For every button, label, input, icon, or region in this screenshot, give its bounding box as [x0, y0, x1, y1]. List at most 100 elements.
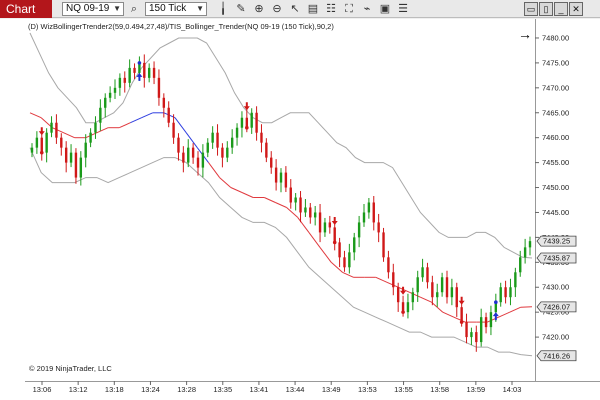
candle-body — [196, 157, 200, 168]
zoom-in-icon[interactable]: ⊕ — [254, 3, 264, 15]
candle-body — [299, 197, 302, 213]
candle-body — [377, 222, 380, 233]
candle-body — [157, 77, 161, 98]
restore-icon[interactable]: ▯ — [539, 2, 553, 16]
search-icon[interactable]: ⌕ — [130, 3, 138, 15]
y-tick-label: 7460.00 — [542, 133, 569, 142]
candle-body — [74, 152, 78, 178]
candle-body — [431, 282, 434, 298]
trend-line-segment — [63, 132, 75, 139]
indicator-icon[interactable]: ▣ — [379, 3, 391, 15]
chevron-down-icon: ▼ — [196, 4, 204, 13]
candle-body — [35, 137, 39, 148]
candle-body — [465, 322, 468, 338]
candle-body — [382, 232, 385, 258]
trend-line-segment — [409, 291, 421, 298]
candle-body — [45, 132, 48, 153]
candle-body — [152, 67, 156, 78]
candle-body — [367, 202, 371, 213]
candle-body — [494, 302, 498, 313]
candle-body — [206, 142, 209, 153]
candle-body — [94, 122, 97, 133]
candle-body — [484, 317, 488, 328]
x-tick-label: 13:28 — [177, 385, 196, 394]
x-tick-label: 13:06 — [33, 385, 52, 394]
trend-line-segment — [487, 316, 499, 323]
trend-line-segment — [264, 197, 276, 203]
list-icon[interactable]: ☰ — [398, 3, 408, 15]
chart-toolbar: Chart NQ 09-19 ▼ ⌕ 150 Tick ▼ ╽ ✎ ⊕ ⊖ ↖ … — [0, 0, 600, 18]
price-tag-box — [536, 350, 577, 362]
price-tag-label: 7416.26 — [543, 351, 570, 360]
signal-dot — [401, 310, 405, 314]
candle-body — [128, 67, 131, 83]
maximize-icon[interactable]: ▭ — [524, 2, 538, 16]
signal-dot — [245, 125, 249, 130]
trend-line-segment — [275, 202, 287, 208]
trend-line-segment — [286, 207, 299, 218]
sell-signal-arrow — [458, 296, 465, 305]
x-tick-label: 13:24 — [141, 385, 160, 394]
trend-line-segment — [375, 276, 388, 283]
properties-icon[interactable]: ⛶ — [345, 3, 353, 15]
candle-body — [255, 112, 258, 133]
candle-body — [64, 147, 68, 163]
candle-body — [523, 247, 527, 258]
candle-body — [104, 97, 107, 108]
y-tick-label: 7430.00 — [542, 283, 569, 292]
strategy-icon[interactable]: ⌁ — [363, 3, 371, 15]
candle-body — [167, 107, 170, 123]
interval-value: 150 Tick — [149, 3, 187, 14]
candle-body — [265, 142, 268, 158]
candle-body — [289, 187, 292, 203]
instrument-value: NQ 09-19 — [66, 3, 110, 14]
scroll-to-latest-icon[interactable]: → — [518, 26, 532, 42]
trend-line-segment — [420, 296, 432, 303]
candle-body — [230, 137, 234, 148]
trend-line-segment — [141, 112, 153, 119]
y-tick-label: 7465.00 — [542, 108, 569, 117]
candle-body — [396, 287, 400, 303]
trend-line-segment — [319, 247, 332, 263]
interval-selector[interactable]: 150 Tick ▼ — [145, 2, 207, 16]
candle-body — [406, 302, 410, 313]
chart-panel[interactable] — [25, 19, 535, 381]
price-tag-label: 7439.25 — [543, 237, 570, 246]
price-tag-label: 7426.07 — [543, 302, 570, 311]
candle-body — [343, 257, 346, 268]
instrument-selector[interactable]: NQ 09-19 ▼ — [62, 2, 124, 16]
y-tick-label: 7470.00 — [542, 83, 569, 92]
trend-line-segment — [498, 311, 510, 318]
candle-body — [323, 222, 327, 233]
data-box-icon[interactable]: ▤ — [307, 3, 319, 15]
candle-body — [479, 317, 483, 343]
bar-type-icon[interactable]: ╽ — [219, 3, 227, 15]
sell-signal-arrow — [400, 286, 407, 295]
buy-signal-arrow — [136, 72, 143, 81]
close-icon[interactable]: ✕ — [569, 2, 583, 16]
candle-body — [313, 212, 317, 218]
template-icon[interactable]: ☷ — [326, 3, 336, 15]
zoom-out-icon[interactable]: ⊖ — [272, 3, 282, 15]
signal-dot — [459, 320, 464, 324]
left-margin — [0, 19, 25, 400]
x-tick-label: 13:35 — [213, 385, 232, 394]
x-tick-label: 13:18 — [105, 385, 124, 394]
candle-body — [411, 292, 415, 303]
candle-body — [191, 147, 195, 158]
candle-body — [528, 241, 532, 248]
trend-line-segment — [330, 261, 343, 273]
trend-line-segment — [297, 217, 310, 233]
pointer-icon[interactable]: ↖ — [290, 3, 300, 15]
candle-body — [450, 287, 454, 298]
candle-body — [372, 202, 375, 223]
chart-tab[interactable]: Chart — [0, 0, 52, 18]
trend-line-segment — [118, 122, 131, 129]
minimize-icon[interactable]: _ — [554, 2, 568, 16]
upper-band-line — [29, 32, 533, 259]
price-axis[interactable] — [535, 19, 600, 381]
time-axis[interactable] — [25, 381, 600, 400]
trend-line-segment — [308, 232, 321, 248]
pencil-icon[interactable]: ✎ — [236, 3, 246, 15]
